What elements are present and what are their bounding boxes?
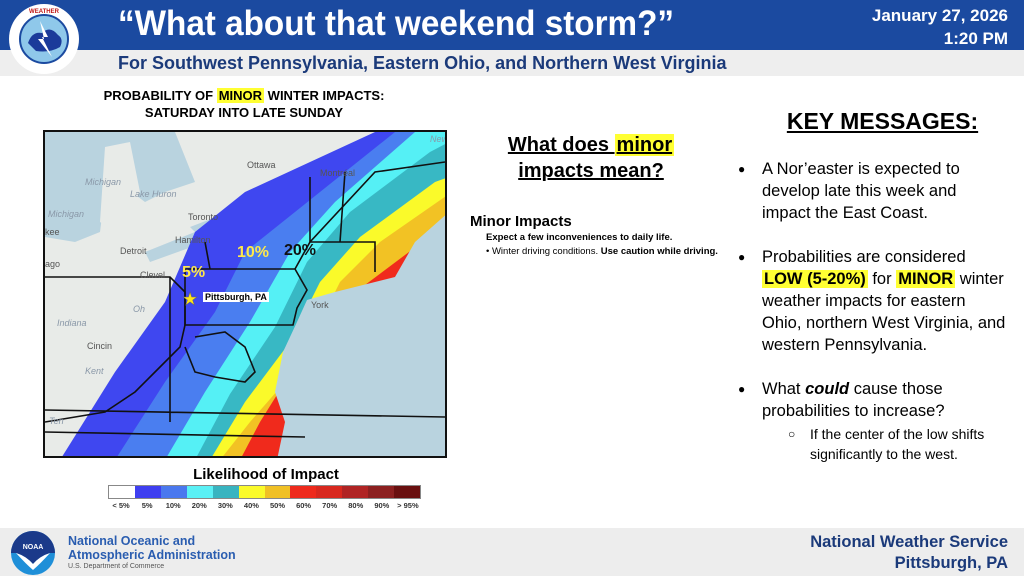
legend-swatch: [368, 486, 395, 498]
legend-labels: < 5% 5% 10% 20% 30% 40% 50% 60% 70% 80% 90% > 95%: [108, 501, 421, 510]
legend-swatch: [342, 486, 369, 498]
map-label-hamilton: Hamilton: [175, 235, 211, 245]
legend-swatch: [264, 486, 291, 498]
legend-swatch: [134, 486, 161, 498]
noaa-department: U.S. Department of Commerce: [68, 563, 165, 570]
legend-swatch: [109, 486, 135, 498]
svg-text:NOAA: NOAA: [23, 544, 44, 551]
map-label-cincinnati: Cincin: [87, 341, 113, 351]
legend-swatch: [212, 486, 239, 498]
map-label-montreal: Montréal: [320, 168, 356, 178]
noaa-name: National Oceanic and Atmospheric Administ…: [68, 534, 236, 562]
key-messages-title: KEY MESSAGES:: [786, 108, 979, 134]
legend-label: 60%: [296, 501, 312, 510]
ocean: [275, 215, 445, 456]
issued-datetime: January 27, 2026 1:20 PM: [871, 6, 1008, 48]
map-label-michigan: Michigan: [85, 177, 122, 187]
label-10-percent: 10%: [237, 244, 270, 261]
legend-label: 20%: [191, 501, 207, 510]
label-20-percent: 20%: [284, 242, 317, 259]
minor-question-heading: What does minor impacts mean?: [507, 134, 675, 182]
legend-label: 70%: [322, 501, 338, 510]
map-title: PROBABILITY OF MINOR WINTER IMPACTS: SAT…: [103, 88, 385, 120]
page-title: “What about that weekend storm?”: [118, 4, 675, 43]
map-label-chicago: ago: [45, 259, 61, 269]
subtitle-bar: [0, 50, 1024, 76]
nws-logo: WEATHER: [9, 4, 79, 74]
legend-swatch: [290, 486, 317, 498]
map-label-detroit: Detroit: [120, 246, 147, 256]
map-label-kentucky: Kent: [85, 366, 104, 376]
map-label-lake-michigan: Michigan: [48, 209, 85, 219]
legend-title: Likelihood of Impact: [193, 466, 339, 483]
impact-probability-map: Ottawa Montréal Michigan Lake Huron Mich…: [43, 130, 447, 458]
legend-label: < 5%: [112, 501, 130, 510]
map-label-ohio: Oh: [133, 304, 146, 314]
legend-label: 40%: [243, 501, 259, 510]
state-borders: [45, 161, 445, 438]
minor-impacts-bullet: • Winter driving conditions. Use caution…: [486, 246, 718, 257]
legend-swatch: [316, 486, 343, 498]
map-graphic: [45, 132, 445, 456]
legend-swatch: [160, 486, 187, 498]
map-label-tennessee: Ten: [49, 416, 64, 426]
footer-bar: [0, 528, 1024, 576]
key-messages-list: A Nor’easter is expected to develop late…: [738, 158, 1008, 464]
map-label-lake-huron: Lake Huron: [130, 189, 177, 199]
michigan-land: [100, 142, 140, 232]
legend-label: 5%: [141, 501, 153, 510]
legend-swatch: [238, 486, 265, 498]
legend-colorbar: [108, 485, 421, 499]
map-label-milwaukee: kee: [45, 227, 60, 237]
label-pittsburgh: Pittsburgh, PA: [203, 292, 269, 302]
key-message-2: Probabilities are considered LOW (5-20%)…: [738, 246, 1008, 356]
header-bar: [0, 0, 1024, 50]
map-label-new: New: [430, 134, 447, 144]
svg-text:WEATHER: WEATHER: [29, 9, 60, 15]
key-message-1: A Nor’easter is expected to develop late…: [738, 158, 1008, 224]
key-message-3-sub: If the center of the low shifts signific…: [762, 424, 1008, 464]
office-name: National Weather Service Pittsburgh, PA: [810, 533, 1008, 572]
minor-impacts-summary: Expect a few inconveniences to daily lif…: [486, 232, 673, 243]
legend-swatch: [394, 486, 421, 498]
noaa-logo: NOAA: [11, 531, 55, 575]
map-label-indiana: Indiana: [57, 318, 87, 328]
legend-label: 50%: [270, 501, 286, 510]
legend-label: 30%: [217, 501, 233, 510]
page-subtitle: For Southwest Pennsylvania, Eastern Ohio…: [118, 53, 727, 73]
map-label-new-york: York: [311, 300, 329, 310]
label-5-percent: 5%: [182, 264, 206, 281]
minor-impacts-heading: Minor Impacts: [470, 213, 572, 230]
key-message-3: What could cause those probabilities to …: [738, 378, 1008, 464]
lake-erie: [145, 232, 200, 262]
map-label-cleveland: Clevel: [140, 270, 166, 280]
legend-label: > 95%: [397, 501, 419, 510]
legend-swatch: [186, 486, 213, 498]
pittsburgh-star-icon: ★: [182, 289, 199, 310]
legend-label: 90%: [374, 501, 390, 510]
legend-label: 10%: [165, 501, 181, 510]
legend-label: 80%: [348, 501, 364, 510]
map-label-ottawa: Ottawa: [247, 160, 276, 170]
map-label-toronto: Toronto: [188, 212, 219, 222]
